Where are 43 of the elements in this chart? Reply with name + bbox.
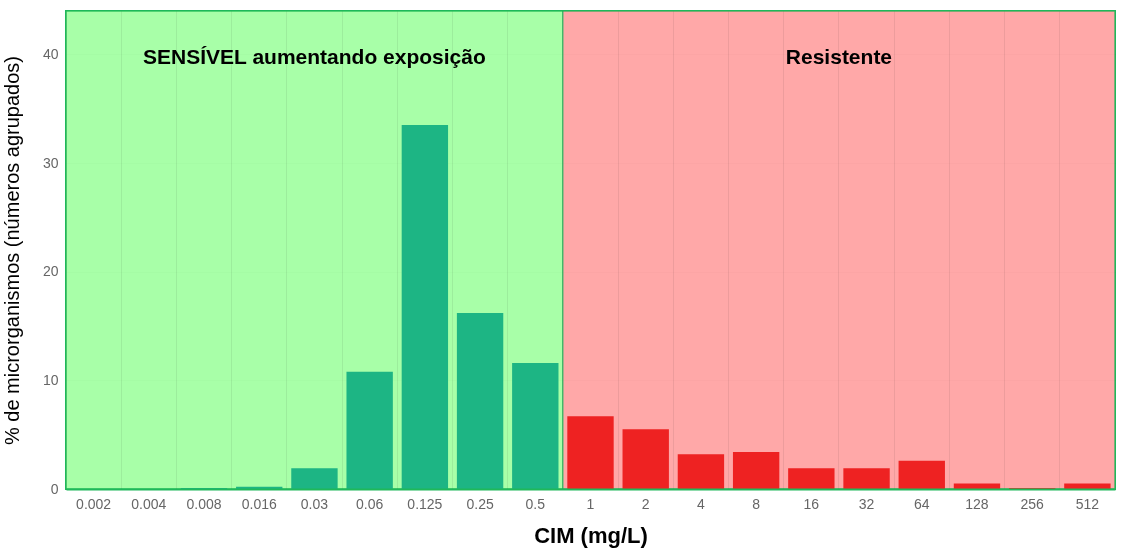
x-tick-label: 256: [1020, 495, 1045, 512]
bar: [788, 468, 835, 489]
bar: [401, 125, 449, 489]
bar: [1064, 483, 1111, 489]
y-tick-label: 20: [42, 263, 59, 280]
bar: [346, 371, 393, 489]
bar: [732, 452, 780, 489]
x-tick-label: 64: [913, 495, 930, 512]
y-tick-label: 40: [42, 45, 59, 62]
bar: [953, 483, 1001, 489]
x-tick-label: 0.06: [356, 495, 384, 512]
bar: [291, 468, 338, 489]
x-tick-label: 0.25: [466, 495, 494, 512]
bar: [843, 468, 890, 489]
y-tick-label: 10: [42, 371, 59, 388]
bar: [677, 454, 725, 489]
x-tick-label: 0.03: [300, 495, 329, 512]
bar: [456, 313, 504, 489]
y-tick-label: 30: [42, 154, 59, 171]
x-tick-label: 0.125: [407, 495, 443, 512]
x-tick-label: 16: [803, 495, 820, 512]
bar: [622, 429, 669, 489]
x-tick-label: 0.008: [186, 495, 222, 512]
x-tick-label: 32: [858, 495, 875, 512]
x-tick-label: 128: [965, 495, 989, 512]
bar: [567, 416, 614, 489]
y-axis-title: % de microrganismos (números agrupados): [0, 55, 23, 446]
x-tick-label: 2: [641, 495, 650, 512]
x-tick-label: 0.004: [131, 495, 167, 512]
x-tick-label: 0.002: [76, 495, 112, 512]
x-tick-label: 8: [752, 495, 761, 512]
x-tick-label: 4: [697, 495, 706, 512]
bar: [898, 460, 945, 489]
band-label: SENSÍVEL aumentando exposição: [143, 45, 486, 68]
band-label: Resistente: [785, 45, 893, 68]
x-tick-label: 1: [586, 495, 595, 512]
bar: [236, 486, 283, 489]
x-tick-label: 0.5: [525, 495, 546, 512]
x-tick-label: 512: [1075, 495, 1100, 512]
x-tick-label: 0.016: [241, 495, 277, 512]
x-axis-title: CIM (mg/L): [534, 522, 648, 548]
y-tick-label: 0: [50, 480, 59, 497]
bar: [512, 362, 559, 489]
